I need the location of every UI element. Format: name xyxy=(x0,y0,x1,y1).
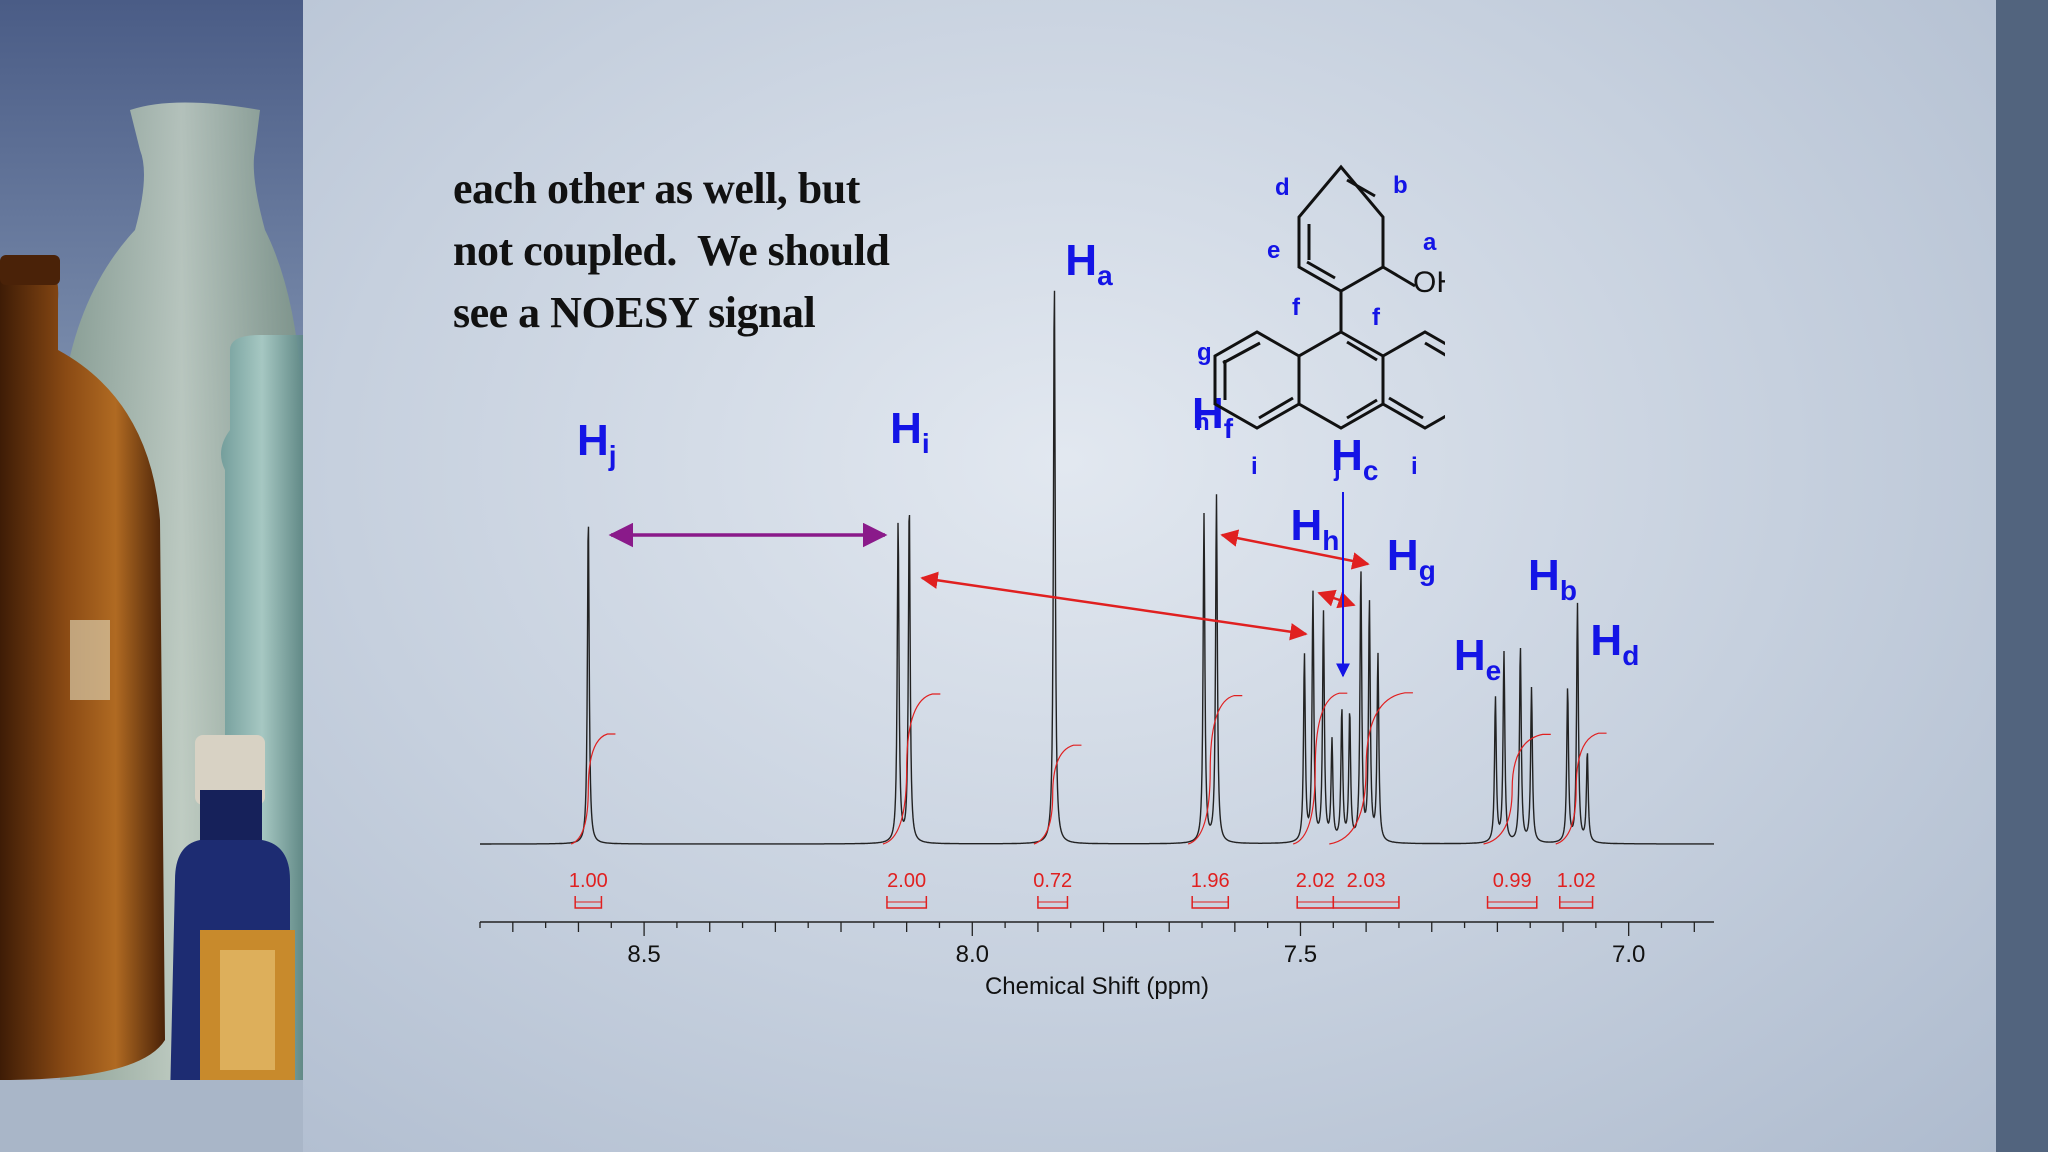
slide-caption: each other as well, but not coupled. We … xyxy=(453,158,1013,344)
hydroxyl-group: OH xyxy=(1413,266,1445,299)
peak-label-hf: Hf xyxy=(1192,389,1234,444)
integral-curve xyxy=(1329,692,1413,845)
integral-region: 1.00 xyxy=(569,733,616,909)
peak-label-ha: Ha xyxy=(1065,236,1113,291)
integral-value: 1.96 xyxy=(1191,870,1230,892)
molecule-bonds xyxy=(1213,164,1445,430)
caption-line: not coupled. We should xyxy=(453,226,890,275)
position-label: f xyxy=(1292,294,1301,321)
position-label: j xyxy=(1333,455,1341,482)
integral-region: 0.99 xyxy=(1483,733,1551,909)
peak-label-he: He xyxy=(1454,631,1501,686)
integral-value: 0.72 xyxy=(1033,870,1072,892)
integral-curve xyxy=(1187,695,1243,845)
position-label: h xyxy=(1195,409,1210,436)
bottles-illustration xyxy=(0,102,303,1152)
integral-value: 1.00 xyxy=(569,870,608,892)
integral-region: 2.00 xyxy=(882,693,941,909)
integral-value: 2.03 xyxy=(1347,870,1386,892)
x-tick-label: 8.0 xyxy=(956,941,989,968)
x-axis-label: Chemical Shift (ppm) xyxy=(985,973,1209,1000)
position-label: e xyxy=(1267,237,1280,264)
integral-value: 1.02 xyxy=(1557,870,1596,892)
caption-line: each other as well, but xyxy=(453,164,860,213)
integral-curve xyxy=(1483,733,1551,845)
x-tick-label: 8.5 xyxy=(627,941,660,968)
integral-region: 1.96 xyxy=(1187,695,1243,909)
caption-line: see a NOESY signal xyxy=(453,288,816,337)
peak-label-hh: Hh xyxy=(1290,501,1339,556)
position-label: g xyxy=(1197,339,1212,366)
peak-label-hb: Hb xyxy=(1528,551,1577,606)
peak-label-hc: Hc xyxy=(1331,431,1378,486)
integral-value: 2.02 xyxy=(1296,870,1335,892)
peak-label-hi: Hi xyxy=(890,404,930,459)
integral-value: 2.00 xyxy=(887,870,926,892)
position-label: d xyxy=(1275,174,1290,201)
background-photo-bottles xyxy=(0,0,303,1152)
integral-region: 2.02 xyxy=(1293,692,1348,909)
peak-label-hj: Hj xyxy=(577,416,617,471)
position-label: f xyxy=(1372,304,1381,331)
position-label: a xyxy=(1423,229,1437,256)
x-tick-label: 7.5 xyxy=(1284,941,1317,968)
position-label: b xyxy=(1393,172,1408,199)
integral-curve xyxy=(882,693,941,845)
position-label: i xyxy=(1411,453,1418,480)
position-label: i xyxy=(1251,453,1258,480)
integral-curve xyxy=(1293,692,1348,845)
integral-curve xyxy=(1033,744,1082,845)
peak-label-hg: Hg xyxy=(1387,531,1436,586)
integral-region: 1.02 xyxy=(1555,732,1607,909)
noesy-arrow-hh-hg xyxy=(1317,589,1356,609)
x-tick-label: 7.0 xyxy=(1612,941,1645,968)
spectrum-trace xyxy=(480,290,1714,845)
noesy-arrow-hi-hh xyxy=(920,571,1308,641)
integral-value: 0.99 xyxy=(1493,870,1532,892)
integral-region: 2.03 xyxy=(1329,692,1413,909)
integral-region: 0.72 xyxy=(1033,744,1082,909)
right-edge-strip xyxy=(1996,0,2048,1152)
peak-label-hd: Hd xyxy=(1590,616,1639,671)
integral-curve xyxy=(570,733,616,845)
integral-curve xyxy=(1555,732,1607,845)
molecule-structure: OH d b e a f f g g h h i j i xyxy=(1195,164,1445,482)
